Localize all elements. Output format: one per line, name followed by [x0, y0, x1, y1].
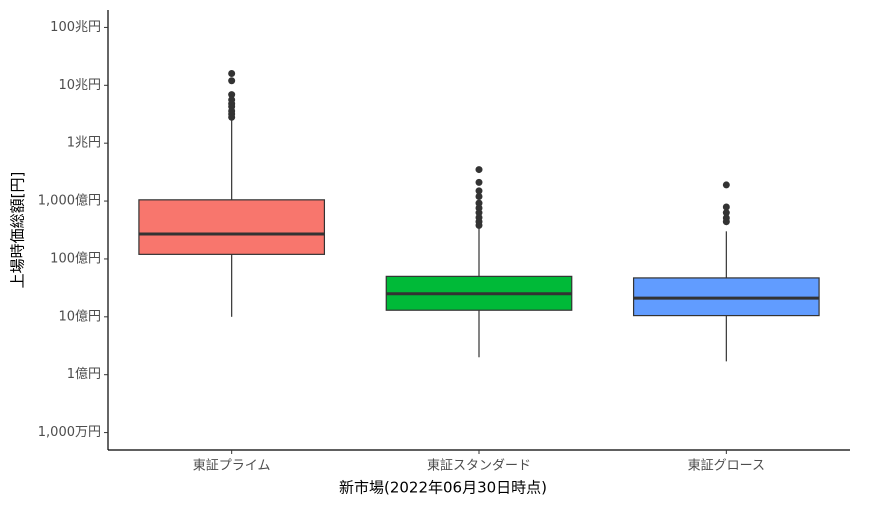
- box: [138, 199, 326, 255]
- y-tick-label: 10億円: [58, 308, 101, 324]
- y-axis-label: 上場時価総額[円]: [9, 172, 27, 289]
- outlier: [475, 221, 483, 229]
- outlier: [722, 203, 730, 211]
- outlier: [228, 91, 236, 99]
- outlier: [722, 209, 730, 217]
- x-tick-label: 東証プライム: [193, 458, 271, 474]
- y-tick-label: 10兆円: [58, 78, 101, 93]
- outlier: [228, 69, 236, 77]
- outlier: [475, 187, 483, 195]
- outlier: [475, 199, 483, 207]
- outlier: [228, 77, 236, 85]
- outlier: [722, 218, 730, 226]
- outlier: [475, 192, 483, 200]
- y-tick-label: 100兆円: [50, 20, 101, 35]
- y-tick-label: 1,000億円: [38, 193, 101, 209]
- y-tick-label: 1億円: [67, 366, 101, 382]
- outlier: [228, 113, 236, 121]
- outlier: [475, 178, 483, 186]
- y-tick-label: 100億円: [50, 250, 101, 266]
- x-axis-label: 新市場(2022年06月30日時点): [339, 479, 547, 497]
- x-tick-label: 東証スタンダード: [427, 458, 531, 474]
- outlier: [475, 166, 483, 174]
- outlier: [475, 209, 483, 217]
- x-tick-label: 東証グロース: [688, 458, 765, 474]
- outlier: [722, 181, 730, 189]
- y-tick-label: 1,000万円: [38, 425, 101, 440]
- y-tick-label: 1兆円: [67, 136, 101, 151]
